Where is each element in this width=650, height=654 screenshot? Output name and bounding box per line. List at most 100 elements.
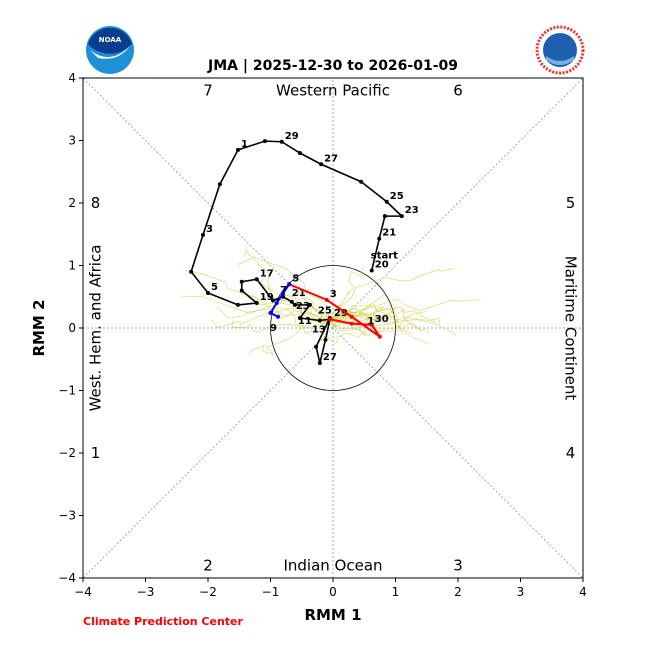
observed-point <box>289 299 294 304</box>
observed-point <box>323 337 328 342</box>
point-date-label: 27 <box>324 153 338 164</box>
y-tick-label: 3 <box>68 134 76 148</box>
noaa-logo-text: NOAA <box>99 36 122 44</box>
point-date-label: 23 <box>405 205 419 216</box>
point-date-label: 25 <box>318 305 332 316</box>
forecast-extension-point <box>281 291 285 296</box>
phase-number-label: 4 <box>566 444 576 462</box>
observed-point <box>236 147 240 152</box>
forecast-extension-point <box>274 301 279 305</box>
x-tick-label: −1 <box>262 585 280 599</box>
ensemble-member-line <box>251 294 330 327</box>
forecast-mean-point <box>327 317 332 322</box>
ensemble-member-line <box>244 249 331 320</box>
observed-point <box>307 302 312 307</box>
point-date-label: 25 <box>390 191 404 202</box>
point-date-label: 23 <box>296 301 310 312</box>
point-date-label: 1 <box>367 316 374 327</box>
point-date-label: 19 <box>260 292 274 303</box>
point-date-label: 9 <box>270 323 277 334</box>
y-tick-label: 1 <box>68 259 76 273</box>
x-tick-label: 2 <box>454 585 462 599</box>
point-date-label: 20 <box>375 260 389 271</box>
point-date-label: 21 <box>292 288 306 299</box>
point-date-label: 29 <box>334 308 348 319</box>
ensemble-member-line <box>329 307 403 332</box>
point-date-label: 5 <box>292 273 299 284</box>
observed-point <box>292 302 297 307</box>
observed-point <box>369 268 374 273</box>
y-tick-label: −3 <box>58 509 76 523</box>
forecast-extension-point <box>276 314 280 319</box>
observed-point <box>189 269 194 274</box>
ensemble-member-line <box>329 317 456 337</box>
ensemble-member-line <box>329 298 480 320</box>
forecast-mean-point <box>349 321 354 326</box>
observed-point <box>262 139 267 144</box>
observed-point <box>382 214 387 219</box>
observed-point <box>377 236 382 241</box>
observed-point <box>271 298 275 303</box>
observed-point <box>236 302 240 307</box>
x-axis-label: RMM 1 <box>304 606 361 624</box>
observed-point <box>319 162 324 167</box>
y-tick-label: 4 <box>68 71 76 85</box>
phase-number-label: 6 <box>453 82 463 100</box>
region-label-left: West. Hem. and Africa <box>87 245 105 412</box>
y-tick-label: 0 <box>68 321 76 335</box>
phase-number-label: 5 <box>566 194 576 212</box>
ensemble-member-line <box>329 268 455 320</box>
phase-number-label: 3 <box>453 557 463 575</box>
ensemble-member-line <box>263 303 330 324</box>
observed-point <box>239 288 244 293</box>
ensemble-member-line <box>260 278 331 324</box>
nws-logo <box>535 25 585 75</box>
region-label-right: Maritime Continent <box>562 256 580 401</box>
point-date-label: 17 <box>260 268 274 279</box>
x-tick-label: 4 <box>579 585 587 599</box>
forecast-mean-point <box>324 297 329 302</box>
x-tick-label: 3 <box>517 585 525 599</box>
observed-point <box>201 232 205 237</box>
ensemble-member-line <box>327 266 364 320</box>
phase-number-label: 8 <box>91 194 101 212</box>
x-tick-label: −3 <box>137 585 155 599</box>
region-label-top: Western Pacific <box>276 82 390 100</box>
y-tick-label: −1 <box>58 384 76 398</box>
ensemble-member-line <box>324 309 396 327</box>
phase-number-label: 2 <box>203 557 213 575</box>
point-date-label: 30 <box>375 314 389 325</box>
chart-title: JMA | 2025-12-30 to 2026-01-09 <box>207 58 458 74</box>
observed-point <box>217 182 222 187</box>
ensemble-member-line <box>329 303 421 331</box>
observed-point <box>314 344 319 349</box>
forecast-mean-point <box>377 334 382 339</box>
point-date-label: 27 <box>323 352 337 363</box>
phase-number-label: 7 <box>203 82 213 100</box>
observed-point <box>297 316 302 320</box>
observed-point <box>206 291 210 295</box>
observed-point <box>254 301 259 305</box>
observed-point <box>399 214 404 219</box>
forecast-mean-point <box>369 322 374 327</box>
forecast-extension-point <box>268 311 273 315</box>
observed-point <box>239 279 244 284</box>
observed-point <box>279 139 284 144</box>
x-tick-label: 1 <box>392 585 400 599</box>
point-date-label: 3 <box>330 289 337 300</box>
y-tick-label: −4 <box>58 571 76 585</box>
x-tick-label: −4 <box>74 585 92 599</box>
point-date-label: 5 <box>211 282 218 293</box>
point-date-label: 7 <box>280 285 287 296</box>
noaa-logo: NOAA <box>86 26 134 74</box>
region-label-bottom: Indian Ocean <box>283 557 382 575</box>
point-date-label: 21 <box>382 228 396 239</box>
point-date-label: 13 <box>312 325 326 336</box>
ensemble-member-line <box>248 319 331 356</box>
observed-point <box>359 179 364 184</box>
x-tick-label: 0 <box>329 585 337 599</box>
point-date-label: 1 <box>241 139 248 150</box>
observed-point <box>254 277 259 282</box>
phase-number-label: 1 <box>91 444 101 462</box>
